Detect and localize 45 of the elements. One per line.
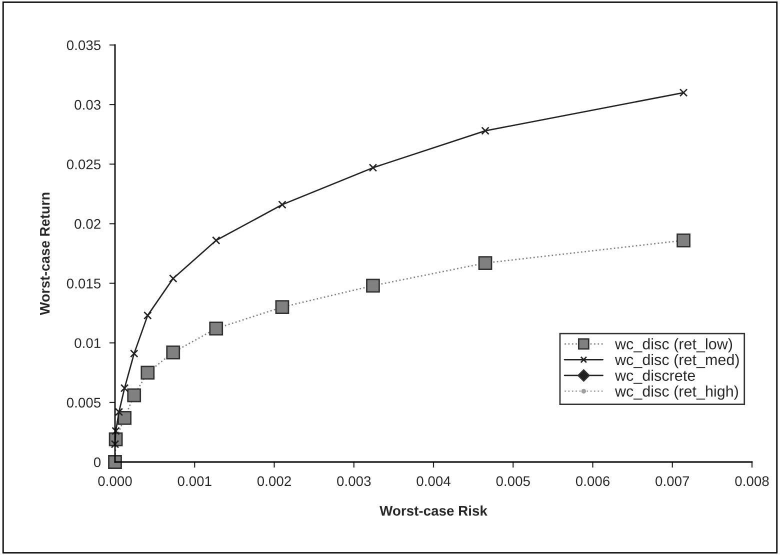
point: [140, 366, 155, 380]
point: [209, 322, 224, 336]
point: [112, 426, 120, 436]
x-tick-label: 0.005: [496, 476, 530, 486]
y-tick-label: 0.02: [74, 219, 100, 229]
point: [143, 311, 152, 320]
x-tick-label: 0.001: [178, 476, 212, 486]
point: [478, 256, 492, 270]
point: [166, 345, 180, 360]
x-tick-label: 0.007: [656, 476, 690, 486]
point: [114, 408, 124, 416]
point: [679, 88, 688, 97]
y-tick-label: 0.035: [66, 40, 101, 50]
y-tick-label: 0.005: [66, 398, 101, 408]
x-tick-label: 0.002: [257, 476, 291, 486]
x-tick-label: 0.006: [576, 476, 610, 486]
x-tick-label: 0.004: [416, 476, 450, 486]
legend-label: wc_discrete: [614, 370, 695, 384]
y-axis-title: Worst-case Return: [40, 192, 50, 316]
y-tick-label: 0.015: [66, 278, 101, 288]
point: [110, 440, 120, 448]
y-tick-label: 0.025: [66, 159, 101, 170]
point: [168, 274, 178, 283]
x-axis-title: Worst-case Risk: [380, 506, 488, 516]
point: [127, 388, 142, 402]
legend-label: wc_disc (ret_high): [614, 385, 738, 400]
point: [368, 164, 378, 172]
legend-label: wc_disc (ret_med): [614, 354, 739, 368]
y-tick-label: 0.03: [74, 100, 101, 110]
point: [481, 126, 490, 135]
y-tick-label: 0: [94, 457, 101, 468]
x-tick-label: 0.008: [735, 476, 769, 486]
point: [118, 410, 132, 425]
point: [278, 200, 286, 209]
x-tick-label: 0.003: [337, 476, 371, 486]
y-tick-label: 0.01: [74, 338, 100, 348]
point: [275, 300, 290, 314]
point: [212, 236, 220, 245]
point: [676, 233, 690, 248]
x-tick-label: 0.000: [98, 476, 132, 486]
point: [366, 278, 380, 293]
point: [120, 384, 129, 392]
legend-label: wc_disc (ret_low): [614, 338, 732, 352]
point: [130, 349, 138, 358]
point: [108, 455, 122, 469]
